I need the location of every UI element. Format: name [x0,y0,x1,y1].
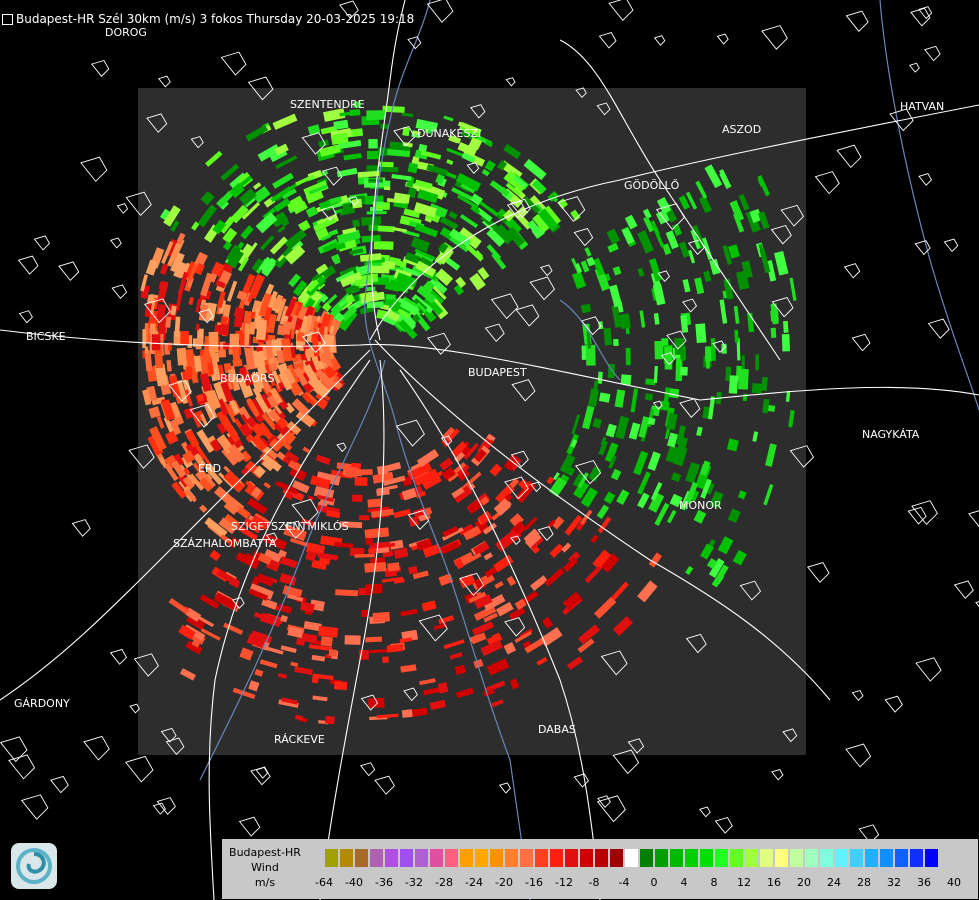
legend-swatch [445,849,458,867]
legend-swatch [850,849,863,867]
legend-tick: 36 [917,876,931,889]
city-label: RÁCKEVE [274,733,325,746]
city-label: SZENTENDRE [290,98,365,111]
legend-swatch [670,849,683,867]
legend-station: Budapest-HR [229,846,301,859]
city-label: MONOR [679,499,722,512]
legend-swatch [340,849,353,867]
legend-tick: 32 [887,876,901,889]
legend-tick: -64 [315,876,333,889]
legend-swatch [745,849,758,867]
legend-swatch [385,849,398,867]
legend-swatch [685,849,698,867]
legend-tick: 8 [710,876,718,889]
legend-swatch [730,849,743,867]
legend-swatch [805,849,818,867]
legend-swatch [535,849,548,867]
legend-swatch [835,849,848,867]
legend-swatch [580,849,593,867]
city-label: SZÁZHALOMBATTA [173,537,277,550]
legend-swatch [325,849,338,867]
legend-tick: 12 [737,876,751,889]
legend-swatch [625,849,638,867]
legend-swatch [400,849,413,867]
legend-swatch [370,849,383,867]
legend-swatch [550,849,563,867]
swirl-logo-icon [16,848,52,884]
legend-tick: 4 [680,876,688,889]
legend-swatch [865,849,878,867]
city-label: NAGYKÁTA [862,428,920,441]
legend-swatch [925,849,938,867]
legend-swatch [655,849,668,867]
city-label: DABAS [538,723,576,736]
legend-swatch [910,849,923,867]
legend-swatch [475,849,488,867]
legend-tick: 28 [857,876,871,889]
legend-swatch [490,849,503,867]
city-label: BUDAÖRS [220,372,275,385]
legend-tick: -20 [495,876,513,889]
city-label: SZIGETSZENTMIKLÓS [231,520,349,533]
legend-swatch [520,849,533,867]
legend-swatch [760,849,773,867]
legend-swatch [775,849,788,867]
legend-tick: -28 [435,876,453,889]
legend-tick: -40 [345,876,363,889]
legend-quantity: Wind [251,861,279,874]
city-label: GÁRDONY [14,697,70,710]
legend-swatch [430,849,443,867]
legend-swatch [700,849,713,867]
legend-tick: 0 [650,876,658,889]
legend-swatch [895,849,908,867]
legend-tick: 24 [827,876,841,889]
legend-swatch [610,849,623,867]
legend-swatch [310,849,323,867]
legend-swatch [715,849,728,867]
legend-tick: 20 [797,876,811,889]
legend-swatch [820,849,833,867]
legend-tick: -36 [375,876,393,889]
settlement-outlines [0,0,979,844]
legend-swatch [790,849,803,867]
legend-swatch [460,849,473,867]
legend-tick: 16 [767,876,781,889]
window-icon [2,13,13,25]
legend-tick: -4 [618,876,630,889]
legend-swatch [595,849,608,867]
city-label: GÖDÖLLŐ [624,179,680,192]
legend-swatch [565,849,578,867]
legend-swatch [505,849,518,867]
legend-meta: Budapest-HR Wind m/s [222,845,308,890]
city-label: BUDAPEST [468,366,527,379]
city-label: DUNAKESZI [417,127,482,140]
legend-tick: -8 [588,876,600,889]
legend-tick: -16 [525,876,543,889]
map-title: Budapest-HR Szél 30km (m/s) 3 fokos Thur… [2,12,414,26]
legend-swatch [880,849,893,867]
legend-tick: -32 [405,876,423,889]
legend-swatch [640,849,653,867]
legend-tick: -12 [555,876,573,889]
legend-tick: 40 [947,876,961,889]
legend-tick: -24 [465,876,483,889]
city-label: DOROG [105,26,147,39]
color-legend: Budapest-HR Wind m/s -64 -40 -36 -32 -28 -24-… [222,839,978,899]
legend-swatch [415,849,428,867]
city-label: BICSKE [26,330,66,343]
legend-swatch [355,849,368,867]
city-label: HATVAN [900,100,945,113]
met-service-logo [11,843,57,889]
city-label: ASZOD [722,123,762,136]
city-label: ÉRD [198,462,222,475]
legend-unit: m/s [254,876,276,889]
